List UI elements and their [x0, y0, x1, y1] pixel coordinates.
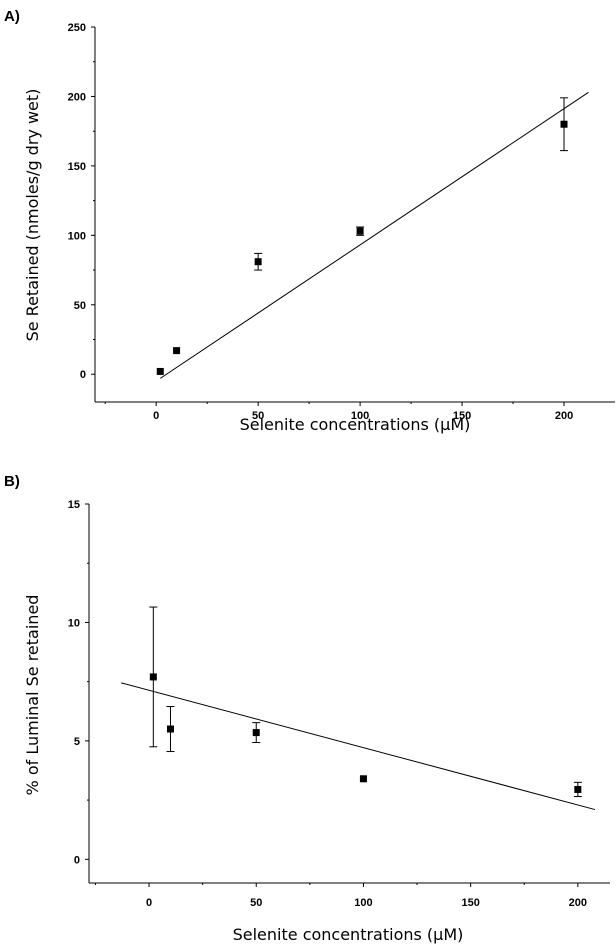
- panel-a-data-point: [254, 258, 262, 266]
- panel-a-y-title: Se Retained (nmoles/g dry wet): [23, 89, 42, 342]
- panel-a-ticks: 0 50 100 150 200 0 50 100 150 200 250: [68, 22, 574, 422]
- panel-a-label: A): [4, 8, 20, 25]
- panel-a-data-point: [173, 347, 181, 355]
- panel-a-data-point: [560, 120, 568, 128]
- panel-b-data-point: [574, 785, 582, 793]
- panel-b-y-title: % of Luminal Se retained: [23, 595, 42, 796]
- panel-b-x-title: Selenite concentrations (μM): [233, 925, 464, 944]
- panel-a-fit-line: [159, 91, 589, 379]
- panel-b-y-tick-label: 10: [68, 617, 80, 629]
- panel-a-marks: [156, 91, 589, 379]
- panel-b-y-tick-label: 0: [74, 854, 80, 866]
- panel-a-y-tick-label: 50: [74, 300, 86, 312]
- panel-b-label: B): [4, 473, 20, 490]
- panel-a-x-tick-label: 200: [555, 410, 573, 422]
- panel-b-data-point: [166, 725, 174, 733]
- panel-a-x-tick-label: 150: [453, 410, 471, 422]
- panel-b-marks: [121, 606, 596, 811]
- panel-a-y-tick-label: 150: [68, 161, 86, 173]
- panel-a-x-tick-label: 50: [252, 410, 264, 422]
- panel-a-y-tick-label: 250: [68, 22, 86, 34]
- panel-b-x-tick-label: 150: [461, 897, 479, 909]
- panel-b-data-point: [149, 673, 157, 681]
- panel-a-data-point: [156, 367, 164, 375]
- panel-a-y-tick-label: 200: [68, 91, 86, 103]
- panel-a-data-point: [356, 227, 364, 235]
- panel-b-fit-line: [121, 682, 596, 811]
- panel-b-y-tick-label: 15: [68, 499, 80, 511]
- panel-b-x-tick-label: 0: [146, 897, 152, 909]
- panel-a-x-tick-label: 0: [153, 410, 159, 422]
- panel-a-y-tick-label: 100: [68, 230, 86, 242]
- panel-b-y-tick-label: 5: [74, 736, 80, 748]
- panel-b: B) 0 50 100 150 200 0 5 10 15 Selenite concentra…: [4, 473, 610, 944]
- panel-b-x-tick-label: 200: [569, 897, 587, 909]
- panel-a: A) 0 50 100 150 200 0 50 100 150 200 250 Selenite …: [4, 8, 615, 434]
- panel-b-x-tick-label: 50: [250, 897, 262, 909]
- panel-b-ticks: 0 50 100 150 200 0 5 10 15: [68, 499, 587, 909]
- panel-a-y-tick-label: 0: [80, 369, 86, 381]
- panel-b-x-tick-label: 100: [354, 897, 372, 909]
- panel-a-x-title: Selenite concentrations (μM): [240, 415, 471, 434]
- panel-a-x-tick-label: 100: [351, 410, 369, 422]
- panel-b-data-point: [359, 775, 367, 783]
- panel-b-data-point: [252, 729, 260, 737]
